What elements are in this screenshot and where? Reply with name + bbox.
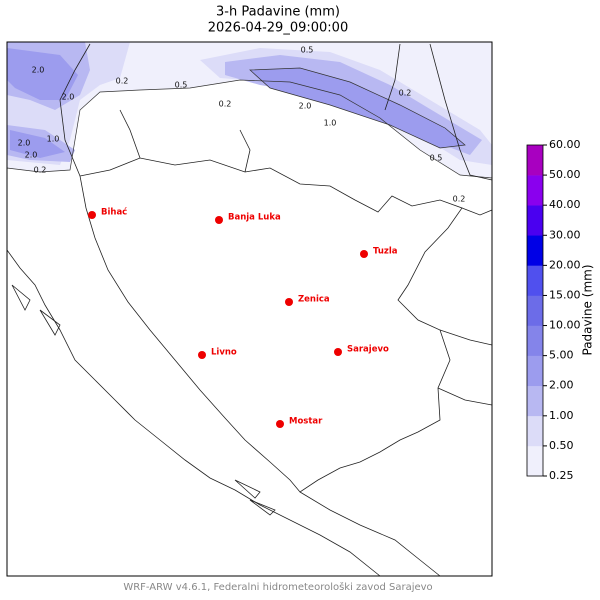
precip-area	[7, 48, 465, 158]
city-label: Zenica	[298, 295, 330, 305]
contour-label: 0.5	[301, 46, 314, 55]
precipitation-layer	[6, 42, 493, 179]
colorbar-tick-label: 60.00	[549, 138, 581, 151]
subtitle: 2026-04-29_09:00:00	[208, 21, 348, 36]
colorbar-tick-label: 5.00	[549, 349, 574, 362]
city-label: Tuzla	[373, 247, 398, 257]
contour-label: 0.5	[175, 81, 188, 90]
colorbar-segment	[527, 175, 543, 206]
colorbar-frame	[526, 144, 544, 477]
colorbar-segment	[527, 415, 543, 447]
city-dot	[198, 351, 206, 359]
city-label: Bihać	[101, 207, 127, 218]
contour-label: 2.0	[32, 66, 45, 75]
contour-label: 0.2	[34, 166, 47, 175]
country-border	[79, 157, 463, 493]
colorbar-tick-label: 1.00	[549, 409, 574, 422]
contour-label: 0.2	[116, 77, 129, 86]
contour-label: 1.0	[47, 135, 60, 144]
city-dot	[334, 348, 342, 356]
isoline	[6, 79, 493, 179]
colorbar-tick-label: 50.00	[549, 168, 581, 181]
colorbar: 0.25 0.50 1.00 2.00 5.00 10.00 15.00 20.00 30.00…	[526, 138, 581, 482]
city-label: Sarajevo	[347, 345, 389, 355]
cities: Bihać Banja Luka Tuzla Zenica Livno Sarajevo M…	[88, 207, 398, 428]
coastline	[6, 249, 381, 577]
map-frame	[6, 41, 493, 577]
colorbar-segment	[527, 355, 543, 387]
city-dot	[215, 216, 223, 224]
title: 3-h Padavine (mm)	[216, 5, 340, 20]
colorbar-tick-label: 30.00	[549, 228, 581, 241]
colorbar-segment	[527, 445, 543, 477]
island	[11, 284, 276, 516]
isoline	[249, 67, 466, 149]
country-border	[299, 491, 441, 577]
city-dot	[88, 211, 96, 219]
contour-labels: 0.5 2.0 2.0 0.2 0.5 0.2 2.0 1.0 0.2 0.5 1.0 2.0 2.0 0…	[18, 46, 466, 204]
colorbar-tick-label: 10.00	[549, 319, 581, 332]
colorbar-segment	[527, 145, 543, 176]
colorbar-tick-label: 15.00	[549, 288, 581, 301]
colorbar-tick-label: 2.00	[549, 379, 574, 392]
city-dot	[285, 298, 293, 306]
borders	[6, 43, 493, 577]
colorbar-segment	[527, 295, 543, 326]
contour-label: 2.0	[299, 102, 312, 111]
city-dot	[360, 250, 368, 258]
colorbar-segment	[527, 385, 543, 417]
colorbar-segment	[527, 325, 543, 356]
city-label: Livno	[211, 348, 237, 358]
contour-label: 2.0	[25, 151, 38, 160]
contour-label: 0.5	[430, 154, 443, 163]
precip-area	[7, 42, 492, 165]
contour-label: 0.2	[453, 195, 466, 204]
country-border	[384, 43, 493, 406]
contour-label: 1.0	[324, 119, 337, 128]
contour-label: 2.0	[62, 93, 75, 102]
colorbar-segment	[527, 205, 543, 236]
contour-label: 2.0	[18, 139, 31, 148]
colorbar-segment	[527, 265, 543, 296]
city-label: Mostar	[289, 417, 323, 427]
contour-label: 0.2	[399, 89, 412, 98]
colorbar-tick-label: 20.00	[549, 258, 581, 271]
colorbar-tick-label: 0.25	[549, 469, 574, 482]
colorbar-tick-label: 0.50	[549, 439, 574, 452]
city-dot	[276, 420, 284, 428]
colorbar-segment	[527, 235, 543, 266]
country-border	[59, 43, 251, 177]
footer: WRF-ARW v4.6.1, Federalni hidrometeorolo…	[123, 581, 432, 593]
colorbar-label: Padavine (mm)	[581, 264, 595, 355]
colorbar-tick-label: 40.00	[549, 198, 581, 211]
city-label: Banja Luka	[228, 213, 281, 223]
contour-label: 0.2	[219, 100, 232, 109]
